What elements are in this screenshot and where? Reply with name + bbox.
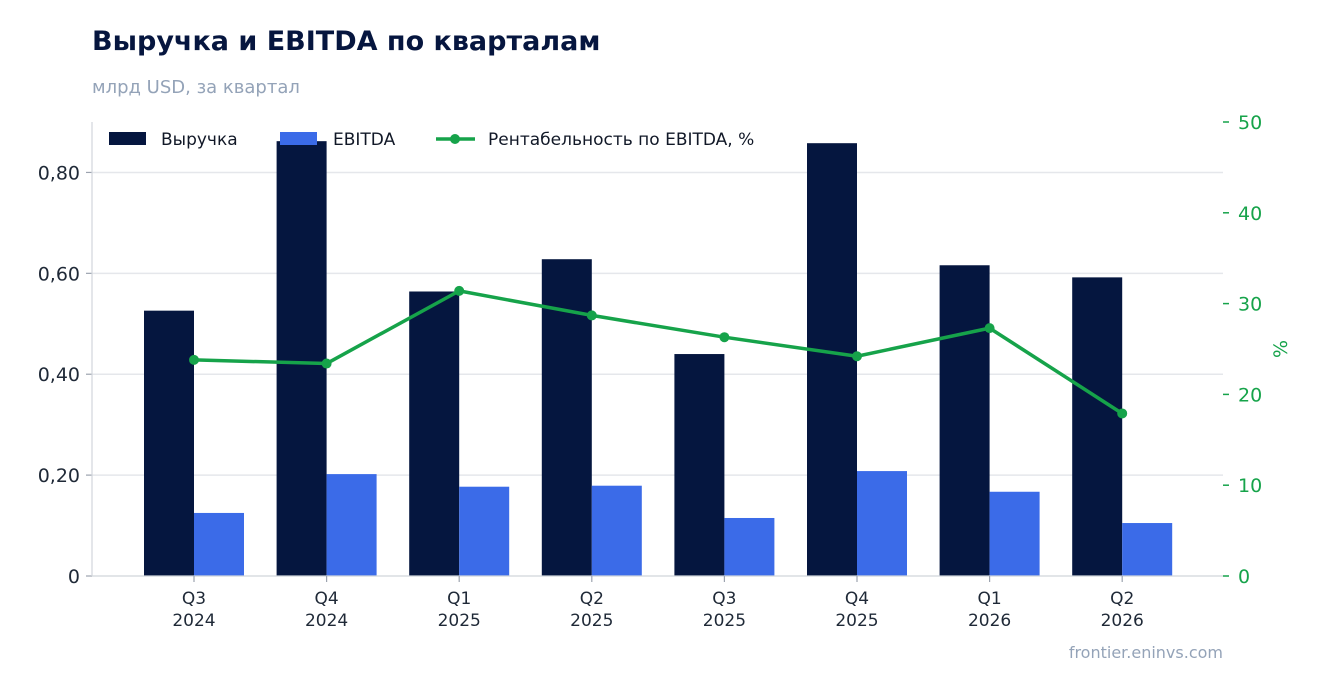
bar-ebitda	[591, 485, 642, 576]
margin-point	[852, 351, 862, 362]
y-left-tick-label: 0,40	[38, 364, 80, 386]
bar-ebitda	[989, 491, 1040, 576]
x-tick-label: Q1	[447, 589, 471, 609]
bar-revenue	[276, 141, 327, 576]
y-right-tick-label: 10	[1238, 475, 1262, 497]
x-tick-label: 2025	[703, 611, 746, 631]
grid-lines	[92, 171, 1223, 476]
margin-point	[189, 354, 199, 365]
bar-revenue	[144, 310, 194, 576]
bar-ebitda	[1122, 523, 1173, 576]
y-left-tick-label: 0,80	[38, 162, 80, 184]
bar-ebitda	[459, 486, 510, 576]
x-tick-label: Q4	[845, 589, 869, 609]
x-tick-label: Q4	[314, 589, 338, 609]
bar-ebitda	[857, 471, 907, 576]
bar-ebitda	[194, 512, 244, 576]
bar-ebitda	[326, 474, 377, 576]
y-left-tick-label: 0,60	[38, 263, 80, 285]
y-right-axis-label: %	[1270, 340, 1292, 358]
bar-ebitda	[724, 517, 775, 576]
margin-line	[192, 289, 1124, 416]
bar-revenue	[1072, 277, 1123, 576]
chart-title: Выручка и EBITDA по кварталам	[92, 26, 601, 57]
x-tick-label: 2024	[305, 611, 348, 631]
y-left-tick-label: 0,20	[38, 465, 80, 487]
y-right-tick-label: 30	[1238, 294, 1262, 316]
source-credit: frontier.eninvs.com	[1068, 643, 1223, 662]
x-tick-label: Q3	[712, 589, 736, 609]
x-tick-label: 2025	[835, 611, 878, 631]
legend-label-ebitda: EBITDA	[333, 130, 396, 150]
margin-point	[454, 285, 465, 296]
chart-subtitle: млрд USD, за квартал	[92, 77, 300, 98]
legend: Выручка EBITDA Рентабельность по EBITDA, %	[109, 130, 754, 150]
bar-revenue	[807, 143, 857, 577]
y-left-tick-label: 0	[68, 566, 80, 588]
bar-revenue	[674, 354, 725, 576]
margin-point	[586, 310, 597, 321]
x-tick-label: 2024	[172, 611, 215, 631]
x-tick-label: 2025	[570, 611, 613, 631]
y-right-tick-label: 40	[1238, 203, 1262, 225]
margin-point	[1117, 408, 1128, 419]
x-tick-label: 2026	[968, 611, 1011, 631]
x-tick-label: Q3	[182, 589, 206, 609]
legend-swatch-margin-point	[450, 134, 460, 144]
legend-label-margin: Рентабельность по EBITDA, %	[488, 130, 754, 150]
bars-group	[144, 141, 1173, 577]
x-tick-label: 2026	[1101, 611, 1144, 631]
margin-point	[719, 332, 730, 343]
x-tick-label: 2025	[438, 611, 481, 631]
legend-label-revenue: Выручка	[161, 130, 238, 150]
axes-group: 00,200,400,600,8001020304050%Q32024Q4202…	[38, 112, 1292, 631]
bar-revenue	[939, 265, 990, 576]
x-tick-label: Q2	[580, 589, 604, 609]
margin-line-group	[189, 285, 1128, 419]
legend-swatch-revenue	[109, 132, 146, 145]
legend-swatch-ebitda	[280, 132, 317, 145]
y-right-tick-label: 50	[1238, 112, 1262, 134]
y-right-tick-label: 0	[1238, 566, 1250, 588]
margin-point	[321, 358, 332, 369]
margin-point	[984, 323, 995, 334]
x-tick-label: Q2	[1110, 589, 1134, 609]
y-right-tick-label: 20	[1238, 384, 1262, 406]
x-tick-label: Q1	[977, 589, 1001, 609]
bar-revenue	[409, 291, 460, 576]
